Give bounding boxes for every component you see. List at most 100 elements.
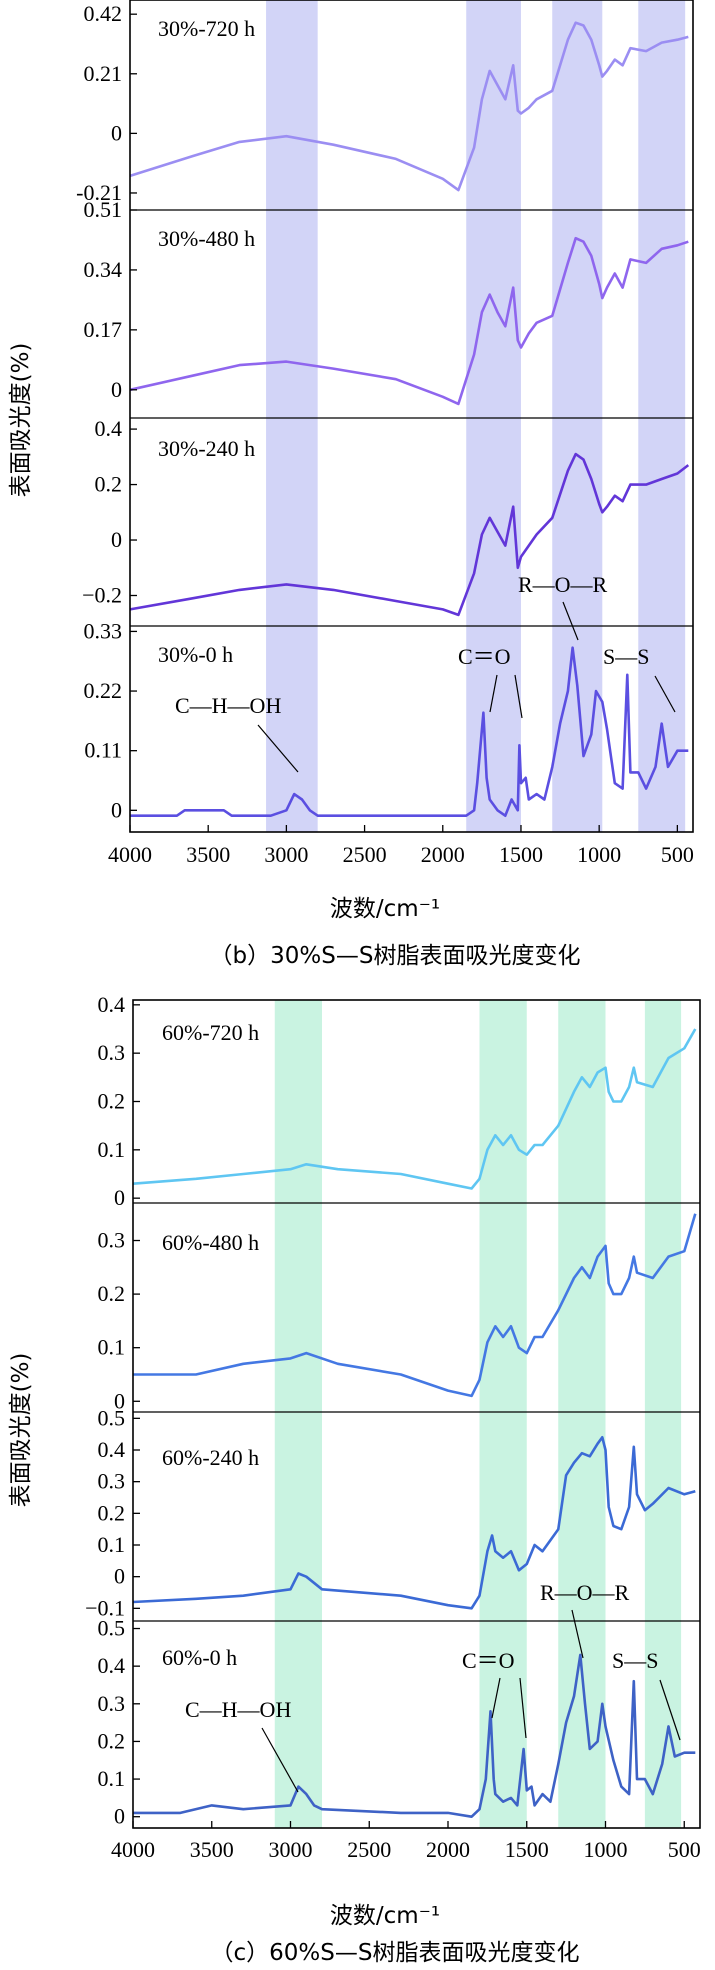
x-tick-label: 3500 xyxy=(186,842,230,867)
y-tick-label: 0.34 xyxy=(84,257,123,282)
panel-label: 30%-480 h xyxy=(158,226,255,251)
highlight-bands xyxy=(274,1000,682,1828)
annotation-pointer xyxy=(491,1677,501,1719)
panel-label: 30%-0 h xyxy=(158,642,233,667)
annotation-pointer xyxy=(514,674,523,719)
y-tick-label: 0.3 xyxy=(98,1469,126,1494)
annotation-pointer xyxy=(261,1727,299,1793)
x-tick-label: 2500 xyxy=(343,842,387,867)
annotation-ror: R—O—R xyxy=(540,1580,630,1605)
highlight-band xyxy=(644,1000,682,1828)
y-tick-label: 0.4 xyxy=(98,1653,126,1678)
y-tick-label: 0.2 xyxy=(98,1089,126,1114)
x-tick-label: 2000 xyxy=(421,842,465,867)
spectra-lines xyxy=(129,21,690,817)
y-tick-label: 0 xyxy=(114,1185,125,1210)
x-tick-group: 4000 3500 3000 2500 2000 1500 1000 500 xyxy=(108,825,694,867)
x-tick-label: 3000 xyxy=(264,842,308,867)
y-axis-label: 表面吸光度(%) xyxy=(8,343,34,498)
x-tick-label: 1500 xyxy=(499,842,543,867)
annotation-ss: S—S xyxy=(612,1648,658,1673)
y-tick-label: 0.1 xyxy=(98,1766,126,1791)
figure-caption: （b）30%S—S树脂表面吸光度变化 xyxy=(210,943,581,969)
y-tick-label: 0.22 xyxy=(84,678,123,703)
chart-b: 0.42 0.21 0 -0.210.51 0.34 0.17 0 0.4 0.2 0 −0.2 0.… xyxy=(8,0,694,969)
x-tick-label: 3500 xyxy=(190,1837,234,1862)
annotation-pointer xyxy=(571,1609,584,1659)
y-tick-label: 0 xyxy=(114,1388,125,1413)
panel-label: 60%-720 h xyxy=(162,1020,259,1045)
x-tick-label: 1000 xyxy=(577,842,621,867)
panel-frames xyxy=(132,999,701,1829)
chart-c: 0.4 0.3 0.2 0.1 0 0.3 0.2 0.1 0 0.5 0.4 0.3 0.2 0.1 0 −… xyxy=(8,992,701,1966)
y-tick-label: 0.1 xyxy=(98,1137,126,1162)
spectrum-line xyxy=(133,1213,697,1398)
y-tick-label: 0.3 xyxy=(98,1228,126,1253)
y-tick-label: 0.4 xyxy=(95,416,123,441)
highlight-band xyxy=(466,0,521,832)
spectrum-line xyxy=(129,452,690,617)
panel-frames xyxy=(129,0,694,833)
y-tick-label: 0.11 xyxy=(84,738,122,763)
y-tick-label: 0.42 xyxy=(84,1,123,26)
x-tick-label: 500 xyxy=(668,1837,701,1862)
annotation-pointer xyxy=(659,1679,681,1741)
x-tick-label: 2500 xyxy=(347,1837,391,1862)
y-tick-group: 0.42 0.21 0 -0.210.51 0.34 0.17 0 0.4 0.2 0 −0.2 0.… xyxy=(76,1,137,822)
y-tick-label: 0.17 xyxy=(84,317,123,342)
x-axis-label: 波数/cm⁻¹ xyxy=(330,896,440,922)
y-tick-label: 0.5 xyxy=(98,1616,126,1641)
y-tick-label: 0 xyxy=(111,377,122,402)
spectra-lines xyxy=(132,1028,697,1818)
x-tick-label: 1000 xyxy=(584,1837,628,1862)
x-tick-label: 4000 xyxy=(111,1837,155,1862)
y-tick-label: 0 xyxy=(111,797,122,822)
y-tick-label: 0 xyxy=(114,1804,125,1829)
figure-caption: （c）60%S—S树脂表面吸光度变化 xyxy=(211,1940,580,1966)
annotation-pointer xyxy=(257,724,299,773)
x-tick-label: 1500 xyxy=(505,1837,549,1862)
y-tick-label: −0.2 xyxy=(82,582,122,607)
y-tick-label: 0.2 xyxy=(98,1728,126,1753)
x-tick-group: 4000 3500 3000 2500 2000 1500 1000 500 xyxy=(111,1821,701,1862)
y-tick-label: 0 xyxy=(114,1564,125,1589)
spectrum-line xyxy=(129,21,689,192)
y-tick-label: 0.3 xyxy=(98,1040,126,1065)
y-tick-label: 0.2 xyxy=(98,1281,126,1306)
y-tick-label: 0.1 xyxy=(98,1532,126,1557)
annotation-pointer xyxy=(489,674,498,713)
annotation-co: C＝O xyxy=(462,1648,515,1673)
annotation-ss: S—S xyxy=(603,644,649,669)
spectrum-line xyxy=(132,1028,697,1190)
spectrum-line xyxy=(130,646,689,817)
highlight-band xyxy=(638,0,686,832)
highlight-band xyxy=(479,1000,527,1828)
plot-frame xyxy=(129,0,694,833)
panel-label: 60%-240 h xyxy=(162,1445,259,1470)
spectrum-line xyxy=(133,1653,696,1818)
y-tick-label: -0.21 xyxy=(76,180,122,205)
y-tick-label: 0.4 xyxy=(98,992,126,1017)
annotation-ch-oh: C—H—OH xyxy=(185,1697,291,1722)
highlight-band xyxy=(558,1000,606,1828)
annotation-ror: R—O—R xyxy=(518,572,608,597)
y-tick-label: 0 xyxy=(111,527,122,552)
y-tick-label: 0.51 xyxy=(84,197,123,222)
spectrum-line xyxy=(129,236,689,406)
panel-label: 30%-720 h xyxy=(158,16,255,41)
annotation-pointer xyxy=(519,1677,527,1739)
x-tick-label: 500 xyxy=(661,842,694,867)
annotation-ch-oh: C—H—OH xyxy=(175,693,281,718)
panel-label: 60%-480 h xyxy=(162,1230,259,1255)
annotation-pointer xyxy=(562,601,579,641)
panel-label: 30%-240 h xyxy=(158,436,255,461)
y-tick-label: 0.21 xyxy=(84,61,123,86)
y-tick-label: −0.1 xyxy=(85,1595,125,1620)
spectrum-line xyxy=(132,1436,696,1610)
panel-label: 60%-0 h xyxy=(162,1645,237,1670)
x-tick-label: 2000 xyxy=(426,1837,470,1862)
y-axis-label: 表面吸光度(%) xyxy=(8,1353,34,1508)
x-tick-label: 4000 xyxy=(108,842,152,867)
y-tick-label: 0 xyxy=(111,120,122,145)
